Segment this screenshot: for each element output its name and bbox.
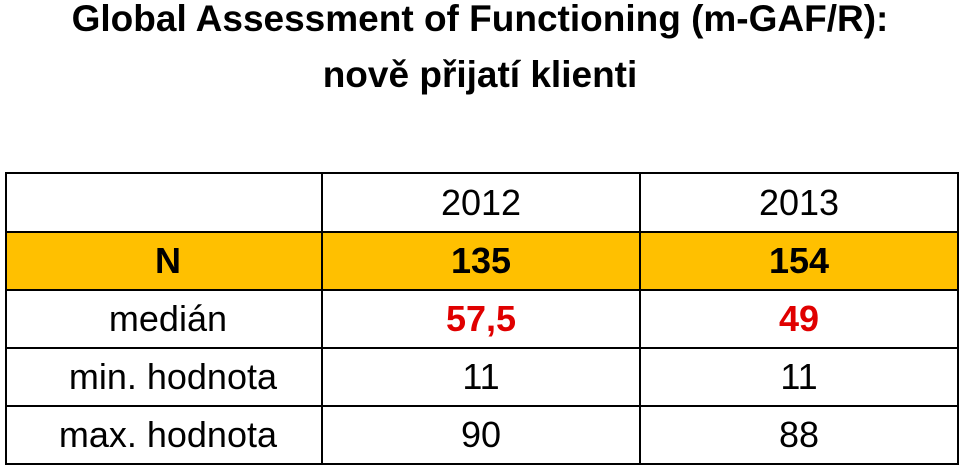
cell-min-2013: 11 [639,347,959,407]
cell-max-2013: 88 [639,405,959,465]
title-line-2: nově přijatí klienti [322,54,638,95]
cell-max-2012: 90 [321,405,641,465]
row-label-n: N [5,231,323,291]
table-row-n: N 135 154 [5,231,959,291]
cell-median-2013: 49 [639,289,959,349]
cell-n-2013: 154 [639,231,959,291]
header-year-2013: 2013 [639,172,959,233]
cell-min-2012: 11 [321,347,641,407]
table-row-max: max. hodnota 90 88 [5,405,959,465]
cell-n-2012: 135 [321,231,641,291]
row-label-max: max. hodnota [5,405,323,465]
table-row-median: medián 57,5 49 [5,289,959,349]
table-row-min: min. hodnota 11 11 [5,347,959,407]
header-year-2012: 2012 [321,172,641,233]
header-corner-cell [5,172,323,233]
title-line-1: Global Assessment of Functioning (m-GAF/… [71,0,889,39]
row-label-median: medián [5,289,323,349]
gaf-results-table: 2012 2013 N 135 154 medián 57,5 49 min. … [5,172,959,465]
table-header-row: 2012 2013 [5,172,959,233]
row-label-min: min. hodnota [5,347,323,407]
cell-median-2012: 57,5 [321,289,641,349]
